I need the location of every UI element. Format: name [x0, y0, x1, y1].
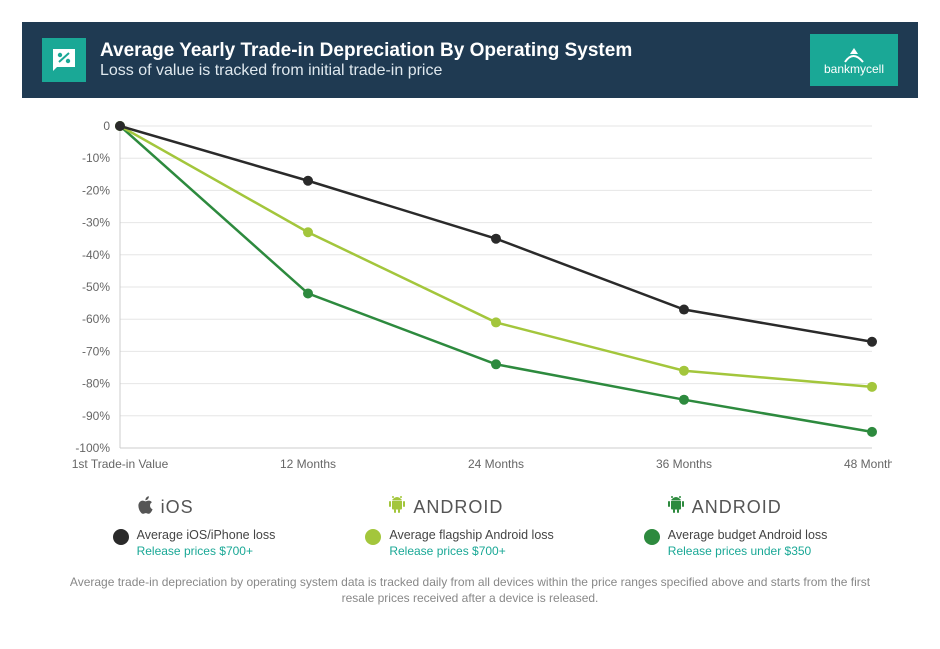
header-subtitle: Loss of value is tracked from initial tr…	[100, 62, 810, 80]
android_dark-icon	[666, 494, 686, 521]
series-line-android_budget	[120, 126, 872, 432]
legend-item: ANDROID Average flagship Android lossRele…	[365, 494, 553, 560]
series-point	[303, 288, 313, 298]
legend-os: iOS	[135, 494, 194, 521]
series-point	[679, 305, 689, 315]
y-tick-label: 0	[103, 119, 110, 133]
legend-color-dot	[113, 529, 129, 545]
y-tick-label: -20%	[82, 183, 110, 197]
legend-row: Average flagship Android lossRelease pri…	[365, 527, 553, 560]
x-tick-label: 36 Months	[656, 457, 712, 471]
legend-color-dot	[644, 529, 660, 545]
series-point	[303, 176, 313, 186]
chart-container: 0 -10% -20% -30% -40% -50% -60% -70% -80% -90% -10…	[22, 108, 918, 478]
brand-logo-icon	[841, 44, 867, 64]
android_light-icon	[387, 494, 407, 521]
x-tick-label: 48 Months	[844, 457, 892, 471]
y-tick-label: -60%	[82, 312, 110, 326]
series-point	[491, 359, 501, 369]
series-point	[491, 317, 501, 327]
legend-os-label: ANDROID	[413, 497, 503, 518]
legend-os-label: iOS	[161, 497, 194, 518]
y-tick-label: -50%	[82, 280, 110, 294]
series-point	[679, 395, 689, 405]
header-bar: Average Yearly Trade-in Depreciation By …	[22, 22, 918, 98]
legend-subcaption: Release prices $700+	[137, 544, 253, 558]
x-tick-label: 12 Months	[280, 457, 336, 471]
y-tick-label: -10%	[82, 151, 110, 165]
legend-color-dot	[365, 529, 381, 545]
legend-os-label: ANDROID	[692, 497, 782, 518]
legend-subcaption: Release prices under $350	[668, 544, 811, 558]
legend-item: ANDROID Average budget Android lossReleas…	[644, 494, 828, 560]
percent-icon	[42, 38, 86, 82]
footnote: Average trade-in depreciation by operati…	[60, 574, 880, 606]
y-tick-label: -90%	[82, 409, 110, 423]
series-point	[491, 234, 501, 244]
x-tick-label: 1st Trade-in Value	[72, 457, 169, 471]
y-tick-label: -70%	[82, 344, 110, 358]
series-point	[867, 382, 877, 392]
legend-caption: Average iOS/iPhone lossRelease prices $7…	[137, 527, 276, 560]
series-point	[303, 227, 313, 237]
legend: iOS Average iOS/iPhone lossRelease prices…	[22, 486, 918, 566]
depreciation-line-chart: 0 -10% -20% -30% -40% -50% -60% -70% -80% -90% -10…	[72, 118, 892, 478]
y-tick-label: -40%	[82, 248, 110, 262]
header-text: Average Yearly Trade-in Depreciation By …	[100, 40, 810, 80]
series-point	[115, 121, 125, 131]
legend-caption: Average budget Android lossRelease price…	[668, 527, 828, 560]
header-title: Average Yearly Trade-in Depreciation By …	[100, 40, 810, 62]
brand-badge: bankmycell	[810, 34, 898, 86]
y-tick-label: -100%	[75, 441, 110, 455]
legend-os: ANDROID	[666, 494, 782, 521]
legend-row: Average budget Android lossRelease price…	[644, 527, 828, 560]
y-tick-label: -30%	[82, 216, 110, 230]
legend-os: ANDROID	[387, 494, 503, 521]
y-tick-label: -80%	[82, 377, 110, 391]
legend-caption: Average flagship Android lossRelease pri…	[389, 527, 553, 560]
series-point	[867, 427, 877, 437]
series-point	[679, 366, 689, 376]
legend-item: iOS Average iOS/iPhone lossRelease prices…	[113, 494, 276, 560]
brand-name: bankmycell	[824, 62, 884, 76]
legend-subcaption: Release prices $700+	[389, 544, 505, 558]
series-line-android_flag	[120, 126, 872, 387]
legend-row: Average iOS/iPhone lossRelease prices $7…	[113, 527, 276, 560]
series-point	[867, 337, 877, 347]
x-tick-label: 24 Months	[468, 457, 524, 471]
apple-icon	[135, 494, 155, 521]
